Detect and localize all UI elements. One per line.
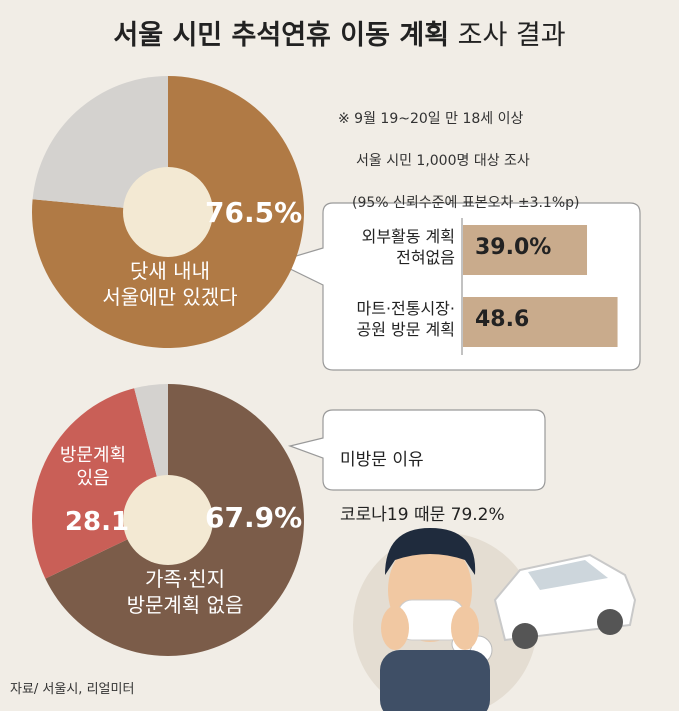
value-label: 28.1 — [64, 507, 130, 537]
title-bold: 서울 시민 추석연휴 이동 계획 — [113, 20, 450, 51]
callout-line: 미방문 이유 — [340, 450, 424, 471]
value-label: 67.9% — [205, 501, 303, 534]
note: ※ 9월 19~20일 만 18세 이상 — [338, 111, 524, 127]
bar — [463, 297, 618, 347]
pie-slice — [32, 76, 168, 212]
slice-label: 방문계획 있음 — [59, 445, 127, 490]
title-light: 조사 결과 — [457, 20, 566, 51]
illustration-man — [380, 528, 490, 711]
value-label: 39.0% — [475, 235, 552, 260]
callout-line: 코로나19 때문 79.2% — [340, 504, 505, 525]
value-label: 48.6 — [475, 307, 530, 332]
note: (95% 신뢰수준에 표본오차 ±3.1%p) — [352, 195, 580, 211]
notes: ※ 9월 19~20일 만 18세 이상 서울 시민 1,000명 대상 조사 … — [338, 88, 580, 235]
bar-category: 외부활동 계획 전혀없음 — [361, 227, 455, 267]
callout-box — [287, 409, 546, 491]
donut-hole — [123, 167, 213, 257]
slice-label: 닷새 내내 서울에만 있겠다 — [102, 259, 238, 309]
callout: 미방문 이유 코로나19 때문 79.2% — [340, 420, 505, 556]
source: 자료/ 서울시, 리얼미터 — [10, 682, 135, 697]
note: 서울 시민 1,000명 대상 조사 — [356, 153, 530, 169]
value-label: 76.5% — [205, 196, 303, 229]
title: 서울 시민 추석연휴 이동 계획 조사 결과 — [0, 18, 679, 53]
slice-label: 가족·친지 방문계획 없음 — [126, 567, 244, 617]
bar-category: 마트·전통시장· 공원 방문 계획 — [356, 299, 456, 339]
donut-hole — [123, 475, 213, 565]
bar — [463, 225, 588, 275]
